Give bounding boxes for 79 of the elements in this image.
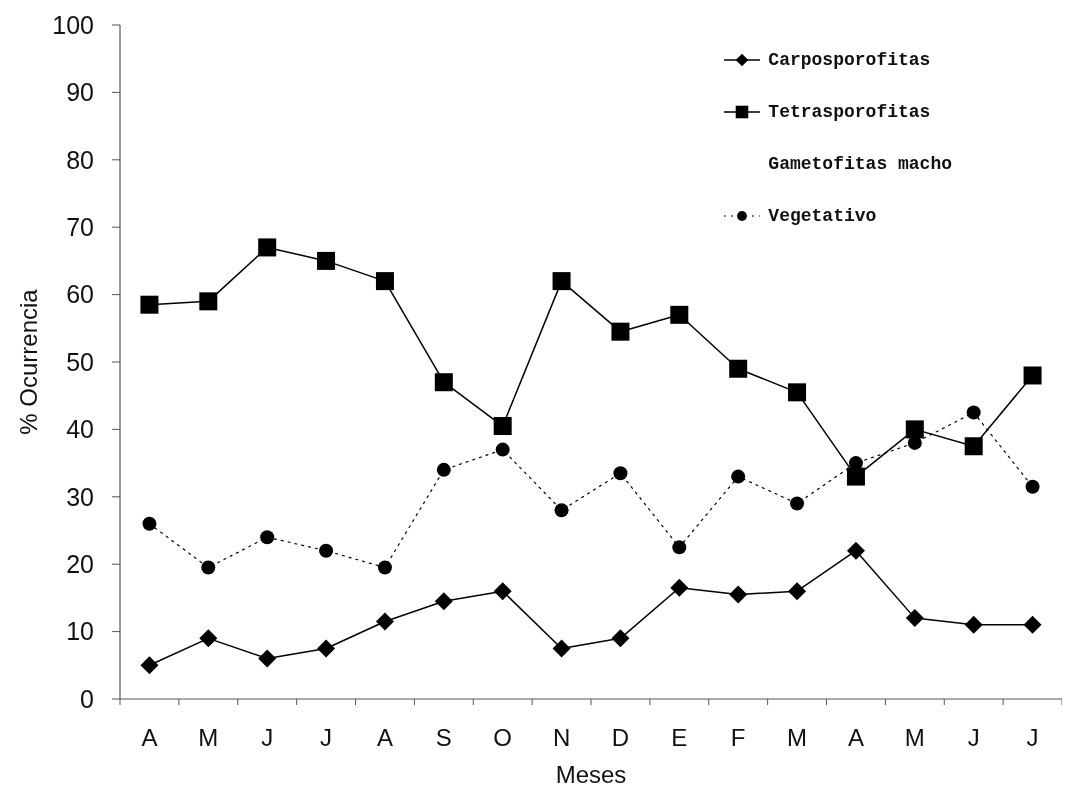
y-tick-label: 70 [66, 213, 94, 242]
y-tick-label: 80 [66, 145, 94, 174]
legend-label: Vegetativo [768, 206, 877, 226]
y-tick-label: 90 [66, 78, 94, 107]
point [611, 322, 630, 341]
legend-label: Carposporofitas [768, 50, 931, 70]
point [317, 251, 336, 270]
point [201, 560, 216, 575]
point [1025, 479, 1040, 494]
y-tick-label: 50 [66, 347, 94, 376]
point [729, 585, 748, 604]
x-tick-label: M [904, 724, 925, 752]
legend-label: Tetrasporofitas [768, 102, 931, 122]
point [377, 560, 392, 575]
x-tick-label: A [141, 724, 158, 752]
y-tick-label: 60 [66, 280, 94, 309]
point [258, 649, 277, 668]
point [846, 467, 865, 486]
x-tick-label: M [198, 724, 219, 752]
point [375, 272, 394, 291]
point [670, 305, 689, 324]
point [905, 420, 924, 439]
point [672, 540, 687, 555]
x-tick-label: M [787, 724, 808, 752]
point [434, 592, 453, 611]
point [1023, 615, 1042, 634]
y-tick-label: 100 [52, 10, 94, 39]
x-tick-label: J [261, 724, 274, 752]
point [1023, 366, 1042, 385]
x-tick-label: F [730, 724, 746, 752]
point [613, 466, 628, 481]
point [670, 578, 689, 597]
point [554, 503, 569, 518]
x-tick-label: J [320, 724, 333, 752]
point [319, 543, 334, 558]
y-tick-label: 20 [66, 550, 94, 579]
point [788, 383, 807, 402]
point [375, 612, 394, 631]
point [436, 462, 451, 477]
point [729, 359, 748, 378]
point [495, 442, 510, 457]
point [199, 629, 218, 648]
point [552, 272, 571, 291]
point [731, 469, 746, 484]
point [790, 496, 805, 511]
x-tick-label: A [847, 724, 864, 752]
x-tick-label: S [435, 724, 452, 752]
point [260, 530, 275, 545]
point [905, 609, 924, 628]
y-tick-label: 0 [80, 684, 94, 713]
x-tick-label: J [1026, 724, 1039, 752]
point [258, 238, 277, 257]
x-tick-label: D [611, 724, 630, 752]
x-tick-label: N [552, 724, 571, 752]
y-tick-label: 10 [66, 617, 94, 646]
x-tick-label: A [376, 724, 393, 752]
x-tick-label: E [671, 724, 688, 752]
point [788, 582, 807, 601]
point [964, 437, 983, 456]
y-axis-title: % Ocurrencia [14, 288, 42, 435]
x-tick-label: O [493, 724, 513, 752]
point [966, 405, 981, 420]
point [140, 295, 159, 314]
point [552, 639, 571, 658]
point [140, 656, 159, 675]
point [434, 373, 453, 392]
x-tick-label: J [967, 724, 980, 752]
point [142, 516, 157, 531]
text: Gametofitas macho [768, 154, 952, 174]
point [493, 582, 512, 601]
x-axis-title: Meses [555, 761, 627, 788]
point [611, 629, 630, 648]
point [199, 292, 218, 311]
point [317, 639, 336, 658]
point [964, 615, 983, 634]
y-tick-label: 30 [66, 482, 94, 511]
point [846, 541, 865, 560]
y-tick-label: 40 [66, 415, 94, 444]
point [493, 417, 512, 436]
